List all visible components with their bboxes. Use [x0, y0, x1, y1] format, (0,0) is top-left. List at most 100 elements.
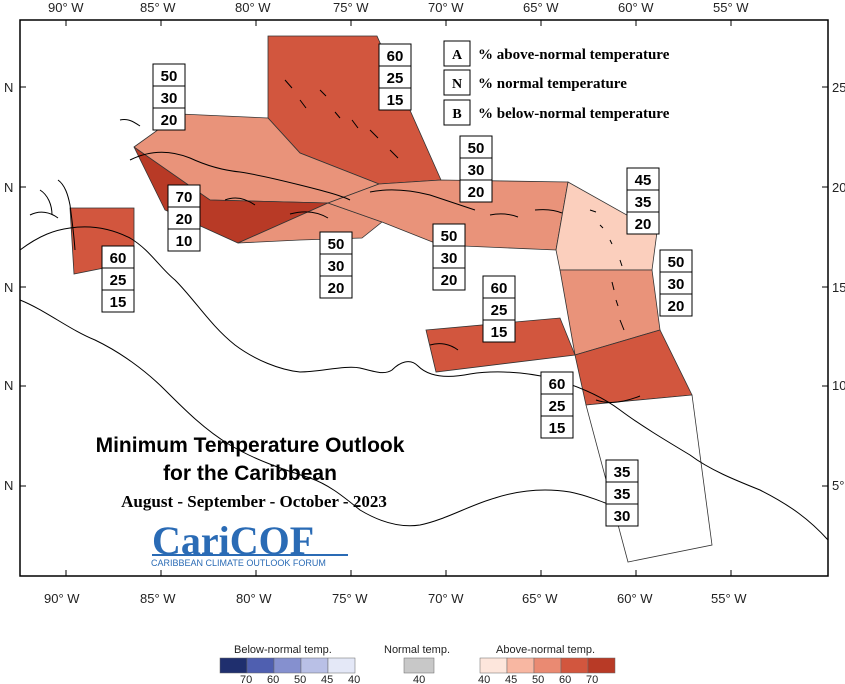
legend-swatch-below-45 — [300, 657, 329, 674]
below-value: 20 — [635, 216, 652, 233]
map-title-line2: for the Caribbean — [163, 462, 337, 485]
lon-label: 70° W — [428, 591, 464, 606]
below-value: 15 — [549, 420, 566, 437]
prob-box-bahamas: 60 25 15 — [378, 43, 412, 111]
legend-below-title: Below-normal temp. — [234, 644, 332, 656]
lon-label: 80° W — [235, 0, 271, 15]
lat-label: 25 — [832, 80, 845, 95]
legend-value: 45 — [321, 674, 333, 684]
above-value: 50 — [468, 140, 485, 157]
prob-box-western-cuba: 70 20 10 — [167, 184, 201, 252]
prob-box-puerto-rico: 50 30 20 — [432, 223, 466, 291]
prob-box-jamaica: 50 30 20 — [319, 231, 353, 299]
key-letter-b: B — [452, 107, 461, 122]
prob-box-belize: 60 25 15 — [101, 245, 135, 313]
lon-label: 90° W — [48, 0, 84, 15]
caricof-logo: CariCOF CARIBBEAN CLIMATE OUTLOOK FORUM — [151, 518, 348, 568]
lat-label: N — [4, 180, 13, 195]
lat-label: N — [4, 280, 13, 295]
prob-box-hispaniola: 50 30 20 — [459, 135, 493, 203]
period-label: August - September - October - 2023 — [121, 492, 387, 511]
legend-value: 45 — [505, 674, 517, 684]
legend-value: 60 — [267, 674, 279, 684]
normal-value: 35 — [614, 486, 631, 503]
map-title: Minimum Temperature Outlook — [96, 434, 405, 457]
normal-value: 25 — [387, 70, 404, 87]
logo-wordmark: CariCOF — [152, 518, 314, 563]
below-value: 20 — [161, 112, 178, 129]
above-value: 50 — [441, 228, 458, 245]
normal-value: 35 — [635, 194, 652, 211]
below-value: 15 — [491, 324, 508, 341]
normal-value: 30 — [468, 162, 485, 179]
legend-value: 50 — [294, 674, 306, 684]
lat-label: 5° — [832, 478, 844, 493]
lon-label: 60° W — [618, 0, 654, 15]
below-value: 20 — [441, 272, 458, 289]
legend-value: 70 — [240, 674, 252, 684]
lon-label: 90° W — [44, 591, 80, 606]
tick-marks — [20, 20, 828, 576]
lon-label: 55° W — [711, 591, 747, 606]
prob-box-cuba: 50 30 20 — [152, 63, 186, 131]
prob-box-guianas: 35 35 30 — [605, 459, 639, 527]
lat-label: 10 — [832, 378, 845, 393]
logo-subtitle: CARIBBEAN CLIMATE OUTLOOK FORUM — [151, 558, 326, 568]
normal-value: 30 — [161, 90, 178, 107]
legend-swatch-below-40 — [327, 657, 356, 674]
lat-label: 20 — [832, 180, 845, 195]
lon-label: 60° W — [617, 591, 653, 606]
abn-key: A % above-normal temperature N % normal … — [443, 40, 670, 126]
legend-value: 70 — [586, 674, 598, 684]
lon-label: 70° W — [428, 0, 464, 15]
above-value: 50 — [161, 68, 178, 85]
legend-swatch-above-60 — [560, 657, 589, 674]
above-value: 60 — [110, 250, 127, 267]
prob-box-abc-islands: 60 25 15 — [482, 275, 516, 343]
normal-value: 30 — [441, 250, 458, 267]
lon-labels-top: 90° W 85° W 80° W 75° W 70° W 65° W 60° … — [48, 0, 749, 15]
above-value: 45 — [635, 172, 652, 189]
coastlines — [19, 79, 829, 541]
prob-boxes: 60 25 15 50 30 20 50 30 20 45 35 20 — [101, 43, 693, 527]
below-value: 20 — [468, 184, 485, 201]
lon-label: 75° W — [333, 0, 369, 15]
legend-value: 40 — [413, 674, 425, 684]
legend-value: 50 — [532, 674, 544, 684]
normal-value: 25 — [491, 302, 508, 319]
legend-swatch-above-45 — [506, 657, 535, 674]
lon-labels-bottom: 90° W 85° W 80° W 75° W 70° W 65° W 60° … — [44, 591, 747, 606]
lon-label: 65° W — [522, 591, 558, 606]
lat-label: N — [4, 478, 13, 493]
lat-label: N — [4, 80, 13, 95]
above-value: 60 — [549, 376, 566, 393]
below-value: 20 — [668, 298, 685, 315]
key-text-above: % above-normal temperature — [478, 47, 670, 63]
above-value: 35 — [614, 464, 631, 481]
lat-labels-right: 25 20 15 10 5° — [832, 80, 845, 493]
below-value: 30 — [614, 508, 631, 525]
normal-value: 30 — [668, 276, 685, 293]
lat-labels-left: N N N N N — [4, 80, 13, 493]
below-value: 20 — [328, 280, 345, 297]
legend-swatch-below-50 — [273, 657, 302, 674]
legend-normal-title: Normal temp. — [384, 644, 450, 656]
legend-swatch-normal — [403, 657, 435, 674]
normal-value: 25 — [110, 272, 127, 289]
legend-value: 40 — [348, 674, 360, 684]
above-value: 50 — [668, 254, 685, 271]
prob-box-leeward: 45 35 20 — [626, 167, 660, 235]
lon-label: 85° W — [140, 591, 176, 606]
legend-swatch-above-40 — [479, 657, 508, 674]
normal-value: 25 — [549, 398, 566, 415]
normal-value: 20 — [176, 211, 193, 228]
outlook-regions — [69, 35, 713, 563]
key-text-below: % below-normal temperature — [478, 106, 670, 122]
above-value: 50 — [328, 236, 345, 253]
legend-above-title: Above-normal temp. — [496, 644, 595, 656]
lon-label: 85° W — [140, 0, 176, 15]
key-letter-a: A — [452, 48, 463, 63]
below-value: 15 — [387, 92, 404, 109]
legend-value: 60 — [559, 674, 571, 684]
